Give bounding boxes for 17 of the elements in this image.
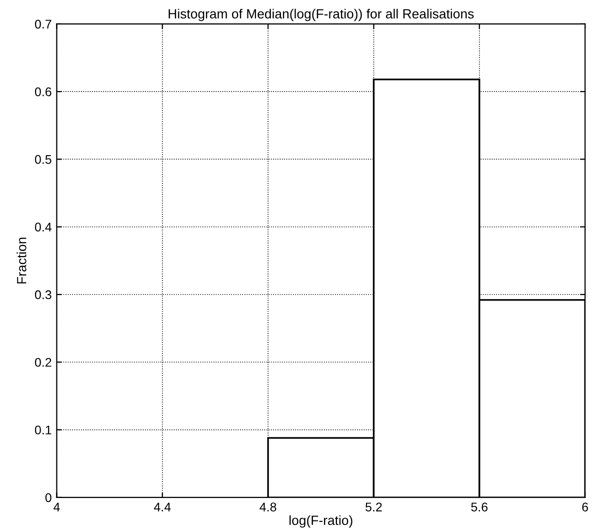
y-tick-label: 0.3	[34, 290, 52, 300]
x-tick-label: 4	[54, 502, 60, 512]
x-tick-label: 5.6	[471, 502, 488, 512]
chart-title: Histogram of Median(log(F-ratio)) for all Realisations	[168, 8, 474, 22]
y-tick-label: 0.7	[34, 20, 52, 29]
x-axis-title: log(F-ratio)	[290, 515, 352, 528]
y-tick-label: 0.1	[34, 426, 52, 434]
y-tick-label: 0.4	[34, 222, 52, 232]
y-tick-label: 0	[45, 493, 52, 502]
x-tick-label: 5.2	[366, 502, 382, 512]
y-tick-label: 0.2	[34, 358, 52, 367]
y-tick-label: 0.6	[34, 87, 52, 96]
y-axis-title: Fraction	[16, 238, 26, 284]
x-tick-label: 6	[582, 502, 588, 512]
y-tick-label: 0.5	[34, 155, 52, 164]
x-tick-label: 4.8	[260, 502, 276, 512]
x-tick-label: 4.4	[154, 502, 171, 512]
